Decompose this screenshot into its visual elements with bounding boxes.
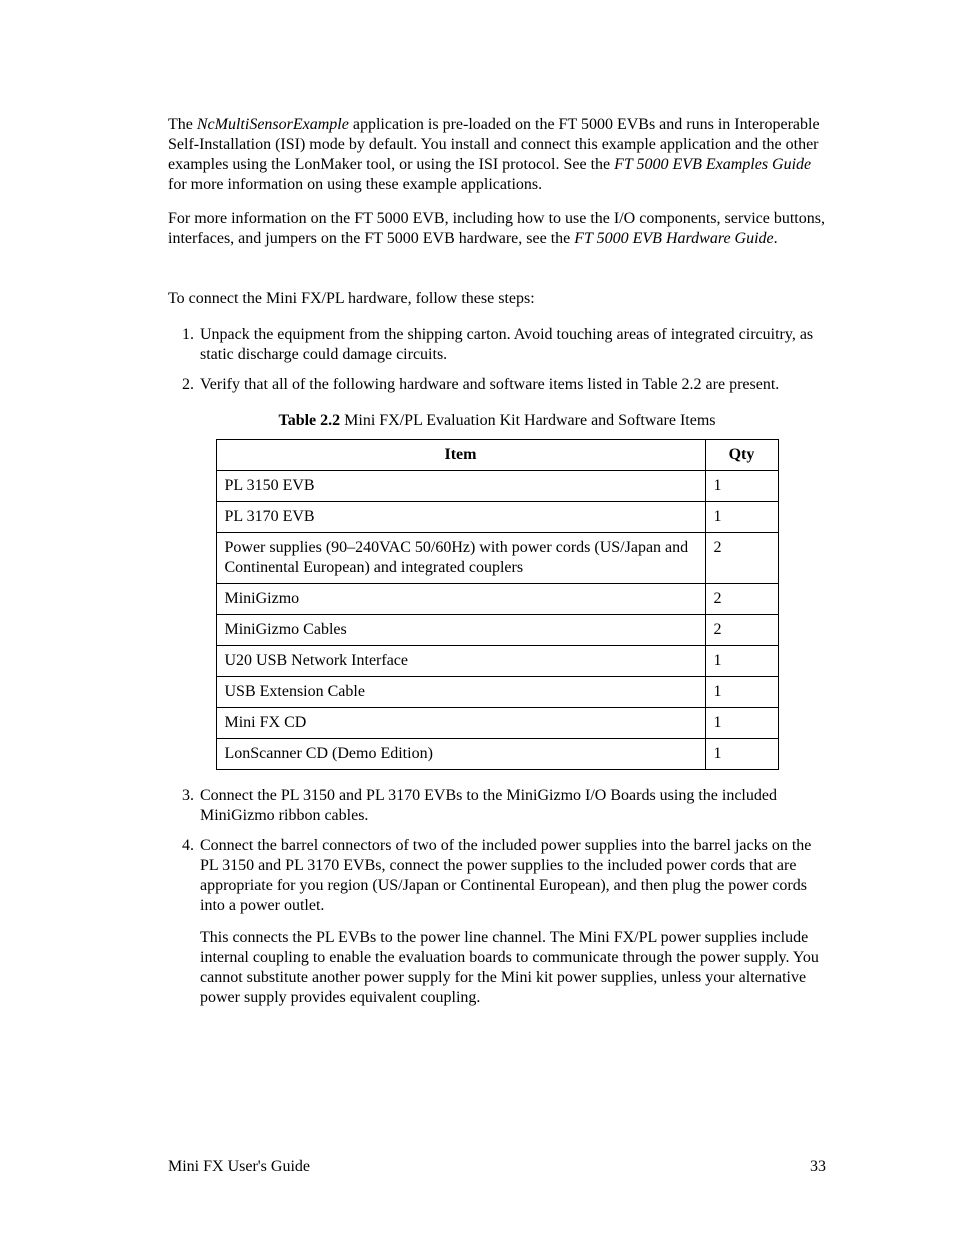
text: .: [774, 230, 778, 247]
cell-item: Mini FX CD: [216, 708, 705, 739]
text: for more information on using these exam…: [168, 176, 542, 193]
table-row: U20 USB Network Interface1: [216, 646, 778, 677]
step-item: Unpack the equipment from the shipping c…: [198, 325, 826, 365]
col-header-qty: Qty: [705, 440, 778, 471]
steps-intro: To connect the Mini FX/PL hardware, foll…: [168, 289, 826, 309]
page-footer: Mini FX User's Guide 33: [168, 1157, 826, 1177]
cell-qty: 1: [705, 708, 778, 739]
table-caption: Table 2.2 Mini FX/PL Evaluation Kit Hard…: [168, 411, 826, 431]
page-number: 33: [810, 1157, 826, 1177]
table-row: MiniGizmo Cables2: [216, 615, 778, 646]
cell-item: PL 3150 EVB: [216, 471, 705, 502]
table-title: Mini FX/PL Evaluation Kit Hardware and S…: [340, 412, 715, 429]
cell-item: PL 3170 EVB: [216, 502, 705, 533]
intro-paragraph-1: The NcMultiSensorExample application is …: [168, 115, 826, 195]
cell-item: MiniGizmo: [216, 584, 705, 615]
step-text: Connect the barrel connectors of two of …: [200, 836, 826, 916]
step-text: Verify that all of the following hardwar…: [200, 376, 779, 393]
guide-name: FT 5000 EVB Hardware Guide: [574, 230, 773, 247]
cell-qty: 2: [705, 615, 778, 646]
step-text: Connect the PL 3150 and PL 3170 EVBs to …: [200, 787, 777, 824]
table-row: Power supplies (90–240VAC 50/60Hz) with …: [216, 533, 778, 584]
table-row: MiniGizmo2: [216, 584, 778, 615]
cell-qty: 1: [705, 677, 778, 708]
step-text: Unpack the equipment from the shipping c…: [200, 326, 813, 363]
step-note: This connects the PL EVBs to the power l…: [200, 928, 826, 1008]
cell-qty: 1: [705, 471, 778, 502]
footer-title: Mini FX User's Guide: [168, 1157, 310, 1177]
cell-qty: 1: [705, 646, 778, 677]
cell-qty: 1: [705, 739, 778, 770]
cell-item: LonScanner CD (Demo Edition): [216, 739, 705, 770]
items-table: Item Qty PL 3150 EVB1PL 3170 EVB1Power s…: [216, 439, 779, 770]
cell-qty: 1: [705, 502, 778, 533]
step-item: Connect the PL 3150 and PL 3170 EVBs to …: [198, 786, 826, 826]
cell-item: Power supplies (90–240VAC 50/60Hz) with …: [216, 533, 705, 584]
cell-item: USB Extension Cable: [216, 677, 705, 708]
step-item: Verify that all of the following hardwar…: [198, 375, 826, 395]
cell-item: MiniGizmo Cables: [216, 615, 705, 646]
app-name: NcMultiSensorExample: [197, 116, 349, 133]
guide-name: FT 5000 EVB Examples Guide: [614, 156, 811, 173]
table-row: LonScanner CD (Demo Edition)1: [216, 739, 778, 770]
table-number: Table 2.2: [279, 412, 341, 429]
step-item: Connect the barrel connectors of two of …: [198, 836, 826, 1008]
col-header-item: Item: [216, 440, 705, 471]
steps-list-cont: Connect the PL 3150 and PL 3170 EVBs to …: [168, 786, 826, 1008]
table-row: PL 3150 EVB1: [216, 471, 778, 502]
cell-qty: 2: [705, 533, 778, 584]
table-row: PL 3170 EVB1: [216, 502, 778, 533]
text: The: [168, 116, 197, 133]
intro-paragraph-2: For more information on the FT 5000 EVB,…: [168, 209, 826, 249]
table-row: Mini FX CD1: [216, 708, 778, 739]
table-row: USB Extension Cable1: [216, 677, 778, 708]
steps-list: Unpack the equipment from the shipping c…: [168, 325, 826, 395]
cell-item: U20 USB Network Interface: [216, 646, 705, 677]
cell-qty: 2: [705, 584, 778, 615]
